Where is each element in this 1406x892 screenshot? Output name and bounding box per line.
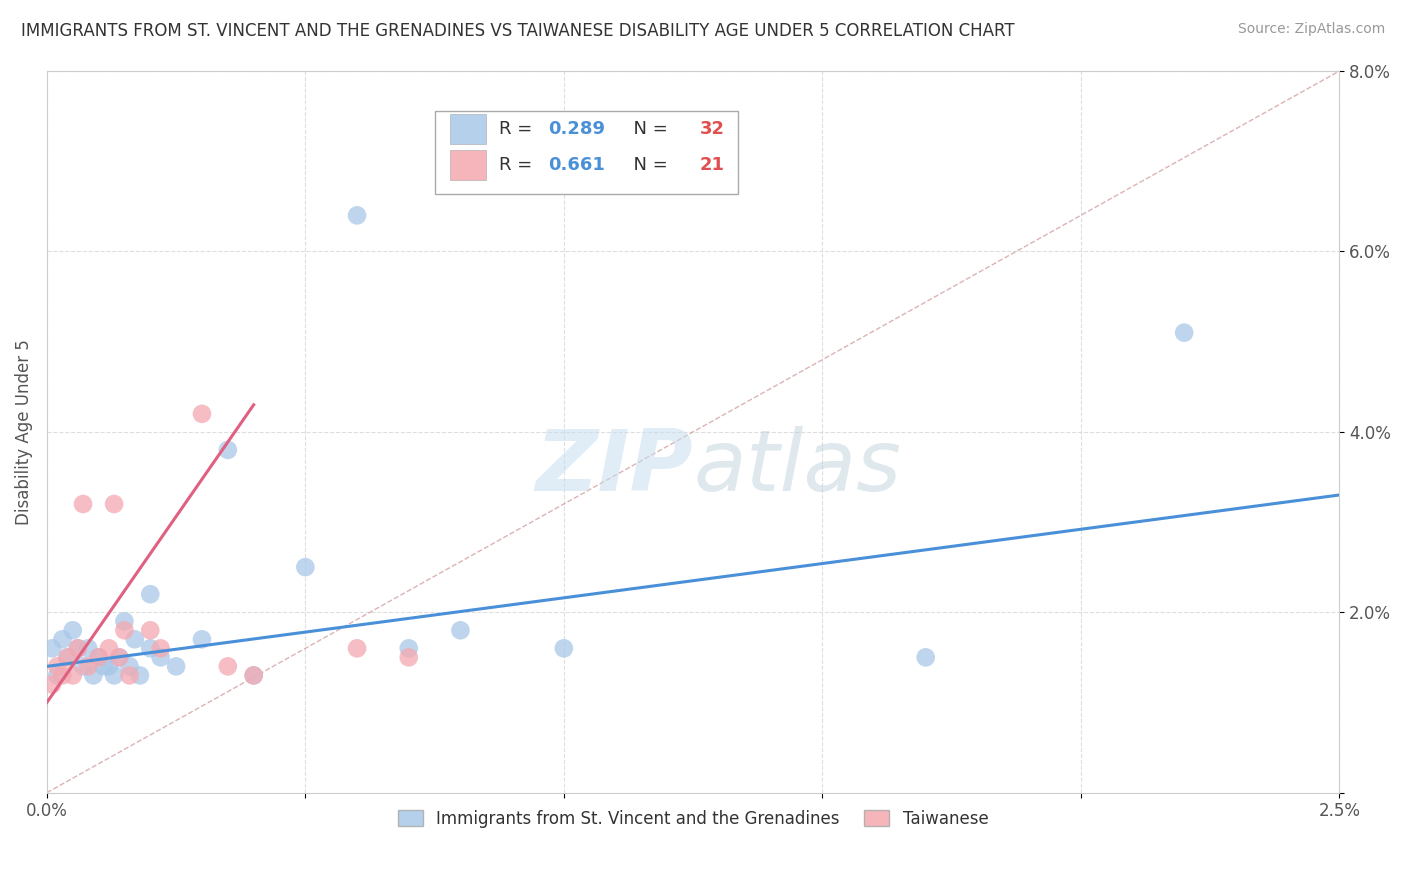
- Point: [118, 659, 141, 673]
- Legend: Immigrants from St. Vincent and the Grenadines, Taiwanese: Immigrants from St. Vincent and the Gren…: [391, 804, 995, 835]
- Point: [103, 668, 125, 682]
- Point: [114, 624, 136, 638]
- Point: [82, 668, 104, 682]
- Text: Source: ZipAtlas.com: Source: ZipAtlas.com: [1237, 22, 1385, 37]
- Point: [46, 668, 69, 682]
- Point: [103, 497, 125, 511]
- Text: R =: R =: [499, 120, 538, 137]
- Point: [346, 641, 368, 656]
- Point: [108, 650, 131, 665]
- Text: atlas: atlas: [693, 426, 901, 509]
- Point: [97, 641, 120, 656]
- Point: [139, 641, 162, 656]
- Point: [77, 659, 100, 673]
- Point: [149, 650, 172, 665]
- Point: [217, 659, 239, 673]
- Point: [51, 632, 73, 647]
- Point: [165, 659, 187, 673]
- Text: 0.661: 0.661: [548, 156, 605, 174]
- Point: [77, 641, 100, 656]
- FancyBboxPatch shape: [450, 150, 486, 180]
- Point: [87, 650, 110, 665]
- Point: [139, 624, 162, 638]
- Point: [1173, 326, 1195, 340]
- Point: [118, 668, 141, 682]
- Y-axis label: Disability Age Under 5: Disability Age Under 5: [15, 339, 32, 524]
- Point: [149, 641, 172, 656]
- Point: [66, 641, 89, 656]
- Point: [62, 668, 84, 682]
- FancyBboxPatch shape: [434, 111, 738, 194]
- Point: [87, 650, 110, 665]
- Point: [242, 668, 264, 682]
- Point: [191, 632, 214, 647]
- Text: IMMIGRANTS FROM ST. VINCENT AND THE GRENADINES VS TAIWANESE DISABILITY AGE UNDER: IMMIGRANTS FROM ST. VINCENT AND THE GREN…: [21, 22, 1015, 40]
- Point: [139, 587, 162, 601]
- Text: N =: N =: [621, 156, 673, 174]
- Point: [346, 208, 368, 222]
- Text: R =: R =: [499, 156, 538, 174]
- Text: ZIP: ZIP: [536, 426, 693, 509]
- Point: [294, 560, 316, 574]
- Text: 21: 21: [700, 156, 724, 174]
- Point: [398, 641, 420, 656]
- Point: [449, 624, 471, 638]
- Point: [51, 668, 73, 682]
- Point: [41, 641, 63, 656]
- Point: [62, 624, 84, 638]
- Point: [41, 677, 63, 691]
- Point: [66, 641, 89, 656]
- Point: [398, 650, 420, 665]
- Point: [72, 497, 94, 511]
- Point: [97, 659, 120, 673]
- Point: [56, 650, 79, 665]
- Text: 0.289: 0.289: [548, 120, 606, 137]
- Point: [553, 641, 575, 656]
- Point: [914, 650, 936, 665]
- Point: [124, 632, 146, 647]
- Point: [108, 650, 131, 665]
- Point: [93, 659, 115, 673]
- FancyBboxPatch shape: [450, 113, 486, 144]
- Point: [72, 659, 94, 673]
- Point: [191, 407, 214, 421]
- Point: [114, 614, 136, 628]
- Text: N =: N =: [621, 120, 673, 137]
- Point: [56, 650, 79, 665]
- Point: [46, 659, 69, 673]
- Text: 32: 32: [700, 120, 724, 137]
- Point: [242, 668, 264, 682]
- Point: [129, 668, 152, 682]
- Point: [217, 442, 239, 457]
